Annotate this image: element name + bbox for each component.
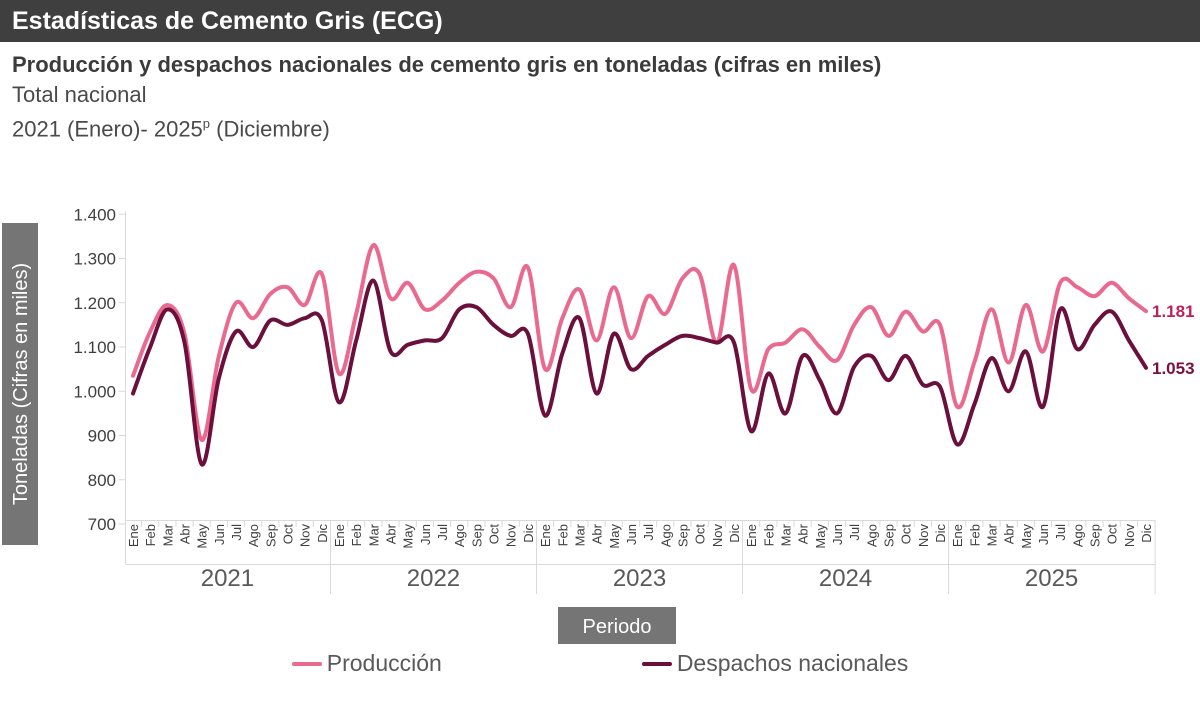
y-tick-label: 1.100 [73, 338, 116, 357]
legend-item-despachos[interactable]: Despachos nacionales [641, 650, 909, 677]
month-label: Ago [1070, 524, 1085, 547]
month-label: Jul [1053, 524, 1068, 541]
month-label: Feb [143, 524, 158, 546]
month-label: May [1019, 524, 1034, 549]
despachos-swatch [641, 661, 672, 666]
month-label: Ene [744, 524, 759, 547]
month-label: Sep [469, 524, 484, 547]
month-label: Feb [349, 524, 364, 546]
month-label: Nov [504, 524, 519, 548]
month-label: Ago [452, 524, 467, 547]
month-label: Mar [160, 523, 175, 546]
month-label: Dic [315, 524, 330, 543]
legend-label-produccion: Producción [326, 650, 442, 676]
month-label: Ene [126, 524, 141, 547]
series-line-produccion[interactable] [131, 243, 1148, 442]
month-label: Mar [572, 523, 587, 546]
y-axis-title: Toneladas (Cifras en miles) [10, 263, 32, 505]
period-superscript: p [202, 116, 211, 131]
end-value-label-despachos: 1.053 [1152, 359, 1195, 378]
legend-label-despachos: Despachos nacionales [676, 650, 909, 676]
end-value-label-produccion: 1.181 [1152, 302, 1195, 321]
month-label: Ago [246, 524, 261, 547]
y-tick-label: 900 [88, 427, 116, 446]
month-label: Sep [263, 524, 278, 547]
month-label: Sep [882, 524, 897, 547]
month-label: Abr [384, 523, 399, 544]
month-label: Ene [332, 524, 347, 547]
year-label: 2023 [613, 565, 666, 592]
month-label: Abr [178, 523, 193, 544]
month-label: Nov [710, 524, 725, 548]
month-label: Nov [298, 524, 313, 548]
month-label: Jun [624, 524, 639, 545]
period-text-end: (Diciembre) [210, 116, 330, 142]
month-label: Jul [641, 524, 656, 541]
month-label: Ago [658, 524, 673, 547]
month-label: Feb [967, 524, 982, 546]
y-tick-label: 1.200 [73, 294, 116, 313]
month-label: Oct [1105, 524, 1120, 545]
month-label: Sep [1088, 524, 1103, 547]
month-label: Sep [675, 524, 690, 547]
x-axis-title-box [558, 607, 676, 644]
month-label: Mar [985, 523, 1000, 546]
y-tick-label: 1.400 [73, 205, 116, 224]
month-label: Dic [1139, 524, 1154, 543]
month-label: Abr [796, 523, 811, 544]
year-label: 2022 [407, 565, 460, 592]
legend-item-produccion[interactable]: Producción [291, 650, 442, 677]
y-tick-label: 1.300 [73, 250, 116, 269]
series-line-despachos[interactable] [131, 278, 1148, 467]
title-block: Producción y despachos nacionales de cem… [12, 50, 1192, 143]
chart-title: Producción y despachos nacionales de cem… [12, 52, 882, 77]
month-label: Jul [435, 524, 450, 541]
month-label: May [813, 524, 828, 549]
month-label: Feb [761, 524, 776, 546]
month-label: Jul [847, 524, 862, 541]
month-label: May [607, 524, 622, 549]
month-label: Mar [366, 523, 381, 546]
y-tick-label: 800 [88, 471, 116, 490]
month-label: Oct [693, 524, 708, 545]
month-label: Mar [779, 523, 794, 546]
month-label: Ene [950, 524, 965, 547]
month-label: Dic [933, 524, 948, 543]
year-label: 2021 [201, 565, 254, 592]
month-label: Jun [212, 524, 227, 545]
month-label: Dic [521, 524, 536, 543]
month-label: Feb [555, 524, 570, 546]
month-label: Ago [864, 524, 879, 547]
year-label: 2024 [819, 565, 872, 592]
month-label: Oct [281, 524, 296, 545]
month-label: May [401, 524, 416, 549]
month-label: May [195, 524, 210, 549]
subtitle-period: 2021 (Enero)- 2025p (Diciembre) [12, 109, 1192, 143]
month-label: Ene [538, 524, 553, 547]
produccion-swatch [291, 661, 322, 666]
header-bar: Estadísticas de Cemento Gris (ECG) [0, 0, 1200, 42]
year-label: 2025 [1025, 565, 1078, 592]
x-axis-title: Periodo [583, 616, 652, 638]
period-text: 2021 (Enero)- 2025 [12, 116, 203, 142]
y-tick-label: 1.000 [73, 382, 116, 401]
month-label: Oct [487, 524, 502, 545]
y-axis-title-box [2, 223, 38, 545]
header-title: Estadísticas de Cemento Gris (ECG) [12, 7, 443, 35]
month-label: Jun [418, 524, 433, 545]
month-label: Oct [899, 524, 914, 545]
month-label: Dic [727, 524, 742, 543]
legend: Producción Despachos nacionales [0, 650, 1200, 677]
month-label: Jun [1036, 524, 1051, 545]
subtitle-total: Total nacional [12, 82, 147, 107]
month-label: Abr [1002, 523, 1017, 544]
month-label: Abr [590, 523, 605, 544]
month-label: Jun [830, 524, 845, 545]
month-label: Nov [1122, 524, 1137, 548]
y-tick-label: 700 [88, 515, 116, 534]
month-label: Jul [229, 524, 244, 541]
month-label: Nov [916, 524, 931, 548]
